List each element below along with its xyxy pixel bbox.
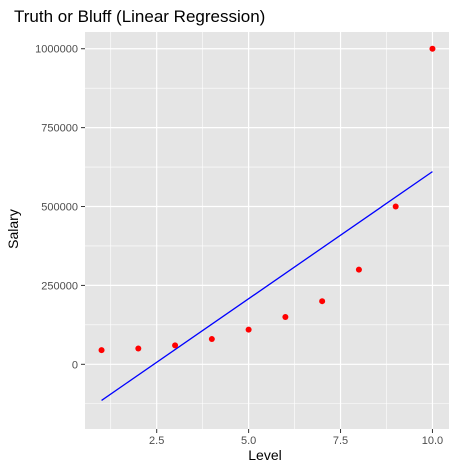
y-tick-label: 500000 bbox=[41, 202, 78, 214]
chart-title: Truth or Bluff (Linear Regression) bbox=[14, 7, 265, 26]
data-point bbox=[208, 336, 215, 343]
y-tick-label: 0 bbox=[72, 359, 78, 371]
y-axis-ticks: 0 250000 500000 750000 1000000 bbox=[35, 44, 85, 371]
y-axis-title: Salary bbox=[5, 209, 21, 249]
minor-gridlines bbox=[85, 32, 449, 429]
data-point bbox=[282, 313, 289, 320]
plot-panel bbox=[85, 32, 449, 429]
x-axis-title: Level bbox=[248, 447, 281, 463]
data-point bbox=[392, 203, 399, 210]
data-point bbox=[319, 298, 326, 305]
data-points bbox=[98, 45, 436, 354]
x-tick-label: 10.0 bbox=[422, 435, 443, 447]
regression-line bbox=[101, 171, 433, 401]
data-point bbox=[172, 342, 179, 349]
x-tick-label: 2.5 bbox=[149, 435, 164, 447]
data-point bbox=[429, 45, 436, 52]
x-tick-label: 7.5 bbox=[333, 435, 348, 447]
x-tick-label: 5.0 bbox=[241, 435, 256, 447]
data-point bbox=[98, 347, 105, 354]
y-tick-label: 750000 bbox=[41, 123, 78, 135]
data-point bbox=[355, 266, 362, 273]
data-point bbox=[135, 345, 142, 352]
y-tick-label: 1000000 bbox=[35, 44, 78, 56]
y-tick-label: 250000 bbox=[41, 280, 78, 292]
x-axis-ticks: 2.5 5.0 7.5 10.0 bbox=[149, 429, 443, 447]
data-point bbox=[245, 326, 252, 333]
